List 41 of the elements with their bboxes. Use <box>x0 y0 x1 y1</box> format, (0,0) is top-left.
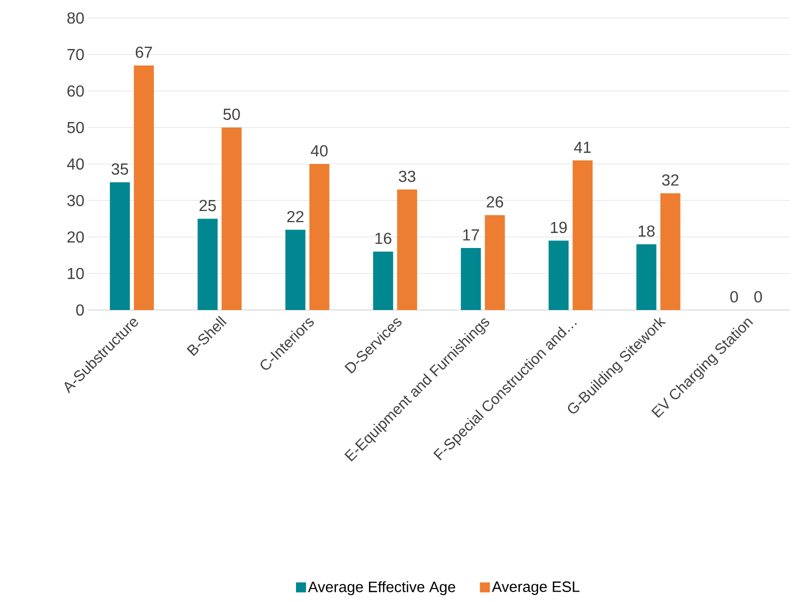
bar <box>309 164 330 310</box>
y-tick-label: 70 <box>67 48 84 60</box>
legend-label: Average ESL <box>492 581 580 595</box>
y-tick-label: 80 <box>67 12 84 24</box>
y-tick-label: 40 <box>67 158 84 170</box>
data-label: 18 <box>638 225 655 237</box>
data-label: 19 <box>550 222 567 234</box>
data-label: 33 <box>398 170 416 182</box>
data-label: 17 <box>463 229 479 240</box>
data-label: 35 <box>112 163 128 175</box>
data-label: 32 <box>662 174 678 186</box>
bar <box>198 218 218 310</box>
data-label: 50 <box>223 108 240 120</box>
bar <box>484 215 505 310</box>
bar <box>460 248 481 310</box>
data-label: 16 <box>375 232 392 244</box>
bar <box>660 193 680 310</box>
y-tick-label: 60 <box>67 85 84 97</box>
y-tick-label: 50 <box>67 122 84 134</box>
y-tick-label: 30 <box>67 194 84 206</box>
y-tick-label: 0 <box>76 304 84 316</box>
data-label: 67 <box>136 46 152 58</box>
y-tick-label: 20 <box>67 231 84 243</box>
data-label: 0 <box>754 291 762 302</box>
data-label: 41 <box>574 142 591 153</box>
bar <box>636 244 656 310</box>
bar <box>285 230 306 310</box>
legend-label: Average Effective Age <box>308 581 456 596</box>
bar <box>572 160 593 310</box>
data-label: 22 <box>287 210 304 222</box>
bar <box>373 252 394 310</box>
bar <box>222 127 242 310</box>
bar <box>134 65 154 310</box>
data-label: 26 <box>486 196 504 208</box>
bar <box>397 190 418 310</box>
bar <box>110 182 130 310</box>
y-tick-label: 10 <box>68 268 84 280</box>
bar <box>548 240 569 310</box>
data-label: 25 <box>200 200 216 212</box>
data-label: 40 <box>310 145 328 156</box>
data-label: 0 <box>730 291 738 302</box>
